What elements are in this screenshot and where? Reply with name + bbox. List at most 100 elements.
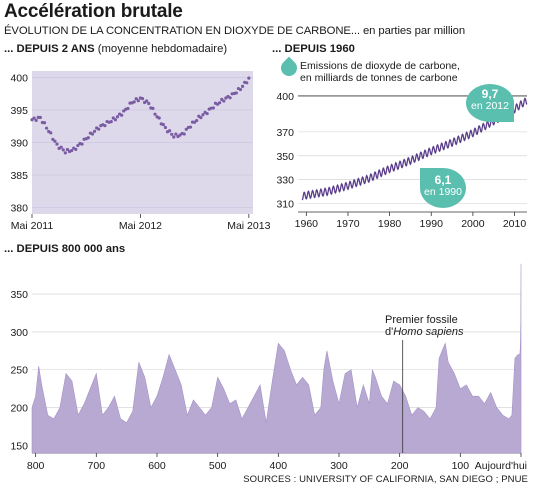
p1-data-point [34, 118, 38, 122]
p2-y-tick-label: 370 [276, 127, 294, 139]
panel3-y-axis: 150 200 250 300 350 [10, 289, 28, 452]
p1-data-point [184, 127, 188, 131]
panel1-heading: ... DEPUIS 2 ANS (moyenne hebdomadaire) [4, 43, 228, 55]
panel1-grid [32, 77, 253, 208]
p1-data-point [170, 132, 174, 136]
p1-data-point [153, 112, 157, 116]
p2-x-tick-label: 1980 [378, 218, 402, 230]
p1-data-point [234, 91, 238, 95]
p1-data-point [145, 99, 149, 103]
p3-x-tick-label: 500 [209, 460, 227, 472]
p1-data-point [136, 99, 140, 103]
p1-data-point [245, 81, 249, 85]
p1-data-point [132, 100, 136, 104]
p3-x-tick-label: 700 [88, 460, 106, 472]
p1-data-point [147, 101, 151, 106]
p2-y-tick-label: 310 [276, 199, 294, 211]
p1-x-tick-label: Mai 2012 [119, 220, 162, 232]
p2-x-tick-label: 1970 [336, 218, 360, 230]
p1-y-tick-label: 395 [10, 105, 28, 117]
p3-x-tick-label: 600 [148, 460, 166, 472]
panel1-x-axis: Mai 2011 Mai 2012 Mai 2013 [11, 214, 271, 232]
p1-y-tick-label: 400 [10, 73, 28, 85]
panel3-x-axis: 800 700 600 500 400 300 200 100 Aujourd'hui [27, 453, 527, 472]
p3-y-tick-label: 300 [10, 327, 28, 339]
p1-data-point [140, 97, 145, 101]
p1-data-point [201, 113, 205, 117]
p1-data-point [113, 118, 117, 122]
p1-data-point [168, 129, 172, 133]
p1-data-point [218, 101, 222, 105]
p2-x-tick-label: 2010 [503, 218, 527, 230]
chart-title: Accélération brutale [4, 1, 183, 22]
p2-x-tick-label: 2000 [461, 218, 485, 230]
p3-x-tick-label: 800 [27, 460, 45, 472]
p1-y-tick-label: 380 [10, 203, 28, 215]
emissions-bubble-2012: 9,7 en 2012 [466, 84, 514, 122]
p1-data-point [109, 119, 113, 124]
p1-data-point [76, 143, 80, 148]
p1-data-point [247, 76, 251, 80]
p1-data-point [161, 123, 165, 127]
p1-data-point [240, 84, 245, 88]
p1-data-point [92, 129, 97, 133]
p1-data-point [86, 136, 90, 140]
p1-x-tick-label: Mai 2011 [11, 220, 54, 232]
p1-data-point [63, 151, 67, 155]
p1-data-point [55, 142, 59, 146]
p1-data-point [115, 115, 120, 119]
panel3-heading: ... DEPUIS 800 000 ans [4, 243, 126, 255]
p3-x-tick-label: 200 [391, 460, 409, 472]
p1-data-point [38, 115, 42, 120]
panel3-co2-area [31, 263, 522, 454]
p1-data-point [61, 148, 65, 152]
p1-data-point [163, 125, 168, 130]
p1-data-point [205, 111, 209, 116]
p2-y-tick-label: 350 [276, 151, 294, 163]
p1-data-point [74, 147, 78, 151]
p2-x-tick-label: 1990 [420, 218, 444, 230]
p1-data-point [59, 145, 63, 149]
p2-y-tick-label: 400 [276, 91, 294, 103]
panel2-x-axis: 1960 1970 1980 1990 2000 2010 [295, 212, 527, 230]
panel1-data-points [30, 76, 251, 155]
emissions-bubble-1990: 6,1 en 1990 [420, 168, 466, 208]
p1-y-tick-label: 385 [10, 170, 28, 182]
p1-data-point [188, 125, 193, 129]
p3-y-tick-label: 350 [10, 289, 28, 301]
p1-data-point [97, 127, 101, 131]
emissions-legend: Emissions de dioxyde de carbone, en mill… [300, 60, 460, 84]
p1-x-tick-label: Mai 2013 [227, 220, 270, 232]
p1-data-point [51, 137, 55, 141]
p1-data-point [199, 116, 203, 120]
chart-subtitle: ÉVOLUTION DE LA CONCENTRATION EN DIOXYDE… [4, 25, 466, 37]
p1-data-point [65, 147, 70, 152]
p1-data-point [174, 132, 178, 136]
p1-data-point [120, 113, 124, 117]
p1-data-point [172, 135, 176, 139]
p1-data-point [126, 106, 130, 111]
p1-data-point [238, 87, 243, 92]
p2-x-tick-label: 1960 [295, 218, 319, 230]
p1-data-point [157, 116, 161, 120]
p1-data-point [228, 96, 232, 100]
p1-data-point [211, 106, 215, 110]
panel2-co2-line [301, 97, 528, 201]
homo-sapiens-annotation: Premier fossile d'Homo sapiens [385, 314, 464, 338]
p3-y-tick-label: 250 [10, 365, 28, 377]
p1-data-point [182, 132, 186, 136]
p1-y-tick-label: 390 [10, 138, 28, 150]
p3-y-tick-label: 200 [10, 403, 28, 415]
panel1-y-axis: 380 385 390 395 400 [10, 73, 28, 215]
p1-data-point [151, 106, 155, 110]
p1-data-point [103, 124, 107, 128]
p3-y-tick-label: 150 [10, 440, 28, 452]
p1-data-point [90, 132, 95, 136]
p1-data-point [222, 99, 226, 103]
p3-x-tick-label: 400 [270, 460, 288, 472]
p1-data-point [53, 139, 57, 143]
panel2-y-axis: 310 330 350 370 400 [276, 91, 294, 211]
p1-data-point [195, 118, 199, 123]
p1-data-point [134, 97, 138, 101]
